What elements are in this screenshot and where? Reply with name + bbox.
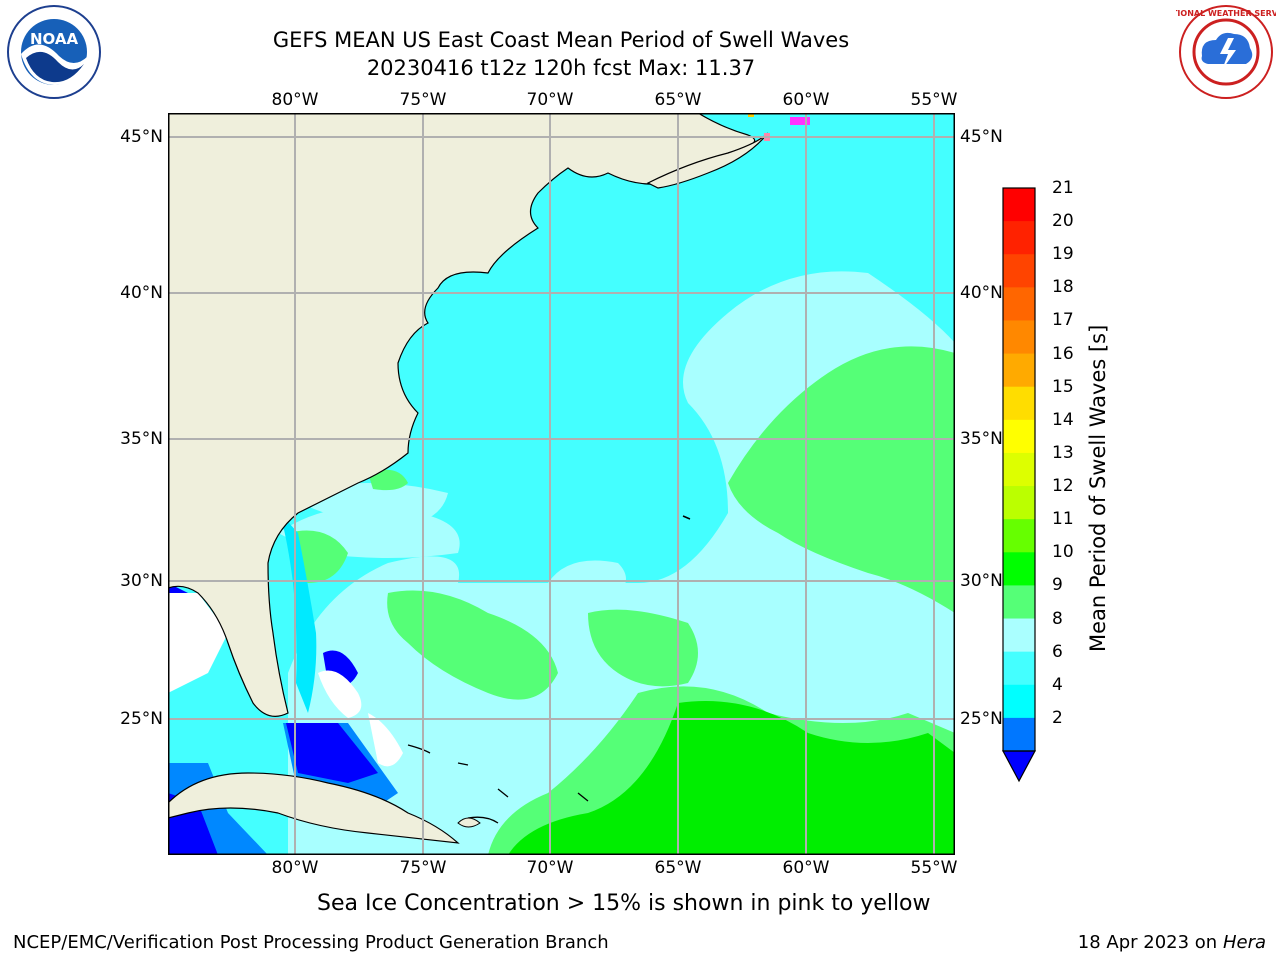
lon-tick-bottom: 60°W xyxy=(782,858,830,878)
lat-tick-right: 35°N xyxy=(960,429,1003,449)
colorbar-segment xyxy=(1003,287,1035,321)
colorbar-segment xyxy=(1003,486,1035,520)
swell-2-4s xyxy=(286,723,378,783)
colorbar-title: Mean Period of Swell Waves [s] xyxy=(1086,324,1110,652)
nws-logo: NATIONAL WEATHER SERVICE xyxy=(1176,5,1276,99)
colorbar-segment xyxy=(1003,188,1035,222)
lat-tick-left: 30°N xyxy=(120,571,163,591)
land-cuba xyxy=(168,772,460,844)
lat-tick-left: 40°N xyxy=(120,283,163,303)
lon-tick-top: 80°W xyxy=(271,90,319,110)
map-frame xyxy=(168,113,955,855)
lat-tick-left: 35°N xyxy=(120,429,163,449)
lon-tick-top: 65°W xyxy=(654,90,702,110)
colorbar-tick-label: 13 xyxy=(1052,442,1074,463)
colorbar-segment xyxy=(1003,618,1035,653)
lat-tick-right: 45°N xyxy=(960,127,1003,147)
colorbar-segment xyxy=(1003,552,1035,586)
lat-tick-right: 30°N xyxy=(960,571,1003,591)
colorbar-segment xyxy=(1003,452,1035,487)
colorbar-segment xyxy=(1003,221,1035,255)
colorbar-segment xyxy=(1003,386,1035,421)
lon-tick-top: 60°W xyxy=(782,90,830,110)
lat-tick-left: 45°N xyxy=(120,127,163,147)
colorbar-tick-label: 21 xyxy=(1052,178,1074,198)
colorbar-tick-label: 6 xyxy=(1052,641,1063,662)
noaa-logo-text: NOAA xyxy=(30,30,79,48)
colorbar-tick-label: 17 xyxy=(1052,310,1074,331)
sea-ice-mark xyxy=(790,117,810,125)
colorbar-tick-label: 20 xyxy=(1052,211,1074,232)
lat-tick-left: 25°N xyxy=(120,709,163,729)
svg-text:NATIONAL WEATHER SERVICE: NATIONAL WEATHER SERVICE xyxy=(1176,9,1276,18)
lon-tick-bottom: 75°W xyxy=(399,858,447,878)
lat-tick-right: 40°N xyxy=(960,283,1003,303)
colorbar-tick-label: 16 xyxy=(1052,343,1074,364)
colorbar-segment xyxy=(1003,320,1035,355)
colorbar-tick-label: 4 xyxy=(1052,674,1063,695)
colorbar-segment xyxy=(1003,254,1035,288)
colorbar-tick-label: 15 xyxy=(1052,376,1074,397)
colorbar-tick-label: 14 xyxy=(1052,409,1074,430)
lon-tick-top: 75°W xyxy=(399,90,447,110)
footer-credit: NCEP/EMC/Verification Post Processing Pr… xyxy=(13,932,609,953)
colorbar-segment xyxy=(1003,419,1035,454)
lon-tick-bottom: 55°W xyxy=(910,858,958,878)
footer-machine: Hera xyxy=(1222,932,1266,953)
colorbar-segment xyxy=(1003,684,1035,719)
colorbar-segment xyxy=(1003,353,1035,388)
swell-6-8s xyxy=(280,513,317,713)
colorbar-segment xyxy=(1003,717,1035,752)
footer-date: 18 Apr 2023 on Hera xyxy=(1078,932,1266,954)
colorbar-tick-label: 11 xyxy=(1052,509,1074,530)
chart-subtitle: 20230416 t12z 120h fcst Max: 11.37 xyxy=(366,56,756,80)
colorbar-tick-label: 12 xyxy=(1052,476,1074,497)
lon-tick-bottom: 80°W xyxy=(271,858,319,878)
lat-tick-right: 25°N xyxy=(960,709,1003,729)
land-north-america xyxy=(168,113,756,717)
colorbar-tick-label: 9 xyxy=(1052,575,1063,596)
chart-title: GEFS MEAN US East Coast Mean Period of S… xyxy=(272,28,850,52)
lon-tick-bottom: 65°W xyxy=(654,858,702,878)
noaa-logo: NOAA xyxy=(7,5,101,99)
swell-9-10s xyxy=(728,346,955,613)
lon-tick-bottom: 70°W xyxy=(526,858,574,878)
colorbar-tick-label: 19 xyxy=(1052,244,1074,265)
colorbar-tick-label: 10 xyxy=(1052,542,1074,563)
lon-tick-top: 70°W xyxy=(526,90,574,110)
footer-date-text: 18 Apr 2023 on xyxy=(1077,932,1223,953)
no-data-area xyxy=(168,593,228,693)
lon-tick-top: 55°W xyxy=(910,90,958,110)
colorbar-segment xyxy=(1003,519,1035,553)
swell-10-11s xyxy=(508,701,955,855)
colorbar-tick-label: 18 xyxy=(1052,277,1074,298)
colorbar-segment xyxy=(1003,651,1035,686)
swell-period-map xyxy=(168,113,955,855)
colorbar xyxy=(1002,187,1036,783)
colorbar-tick-label: 2 xyxy=(1052,707,1063,728)
colorbar-segment xyxy=(1003,585,1035,620)
colorbar-tick-label: 8 xyxy=(1052,608,1063,629)
sea-ice-caption: Sea Ice Concentration > 15% is shown in … xyxy=(317,891,931,916)
graticule xyxy=(168,113,955,855)
